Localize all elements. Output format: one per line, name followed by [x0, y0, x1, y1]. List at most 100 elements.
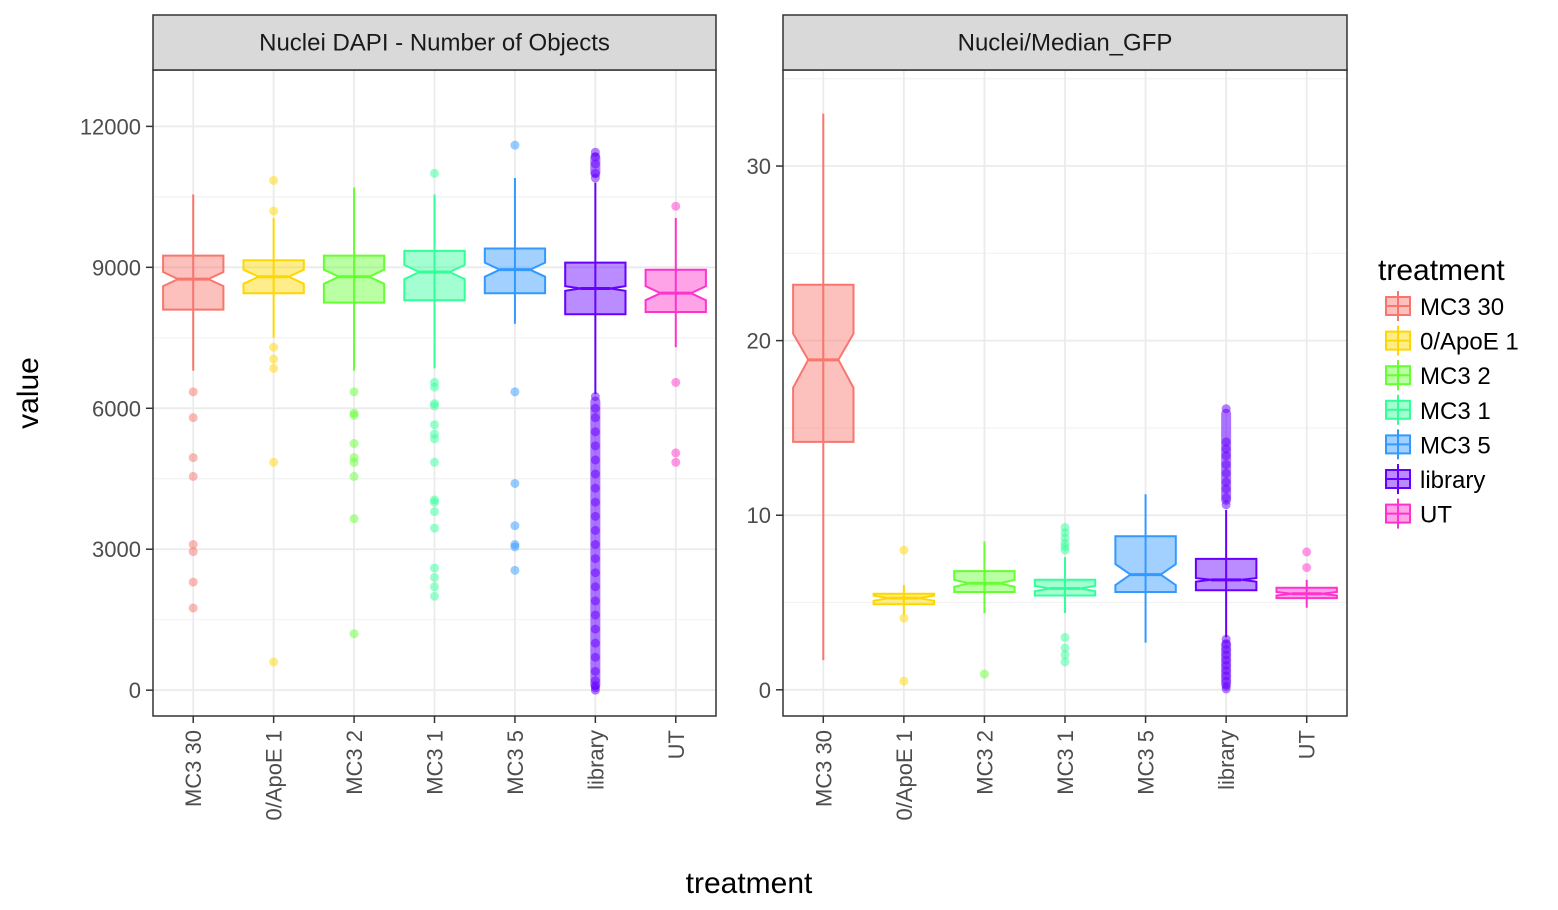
box-ut — [644, 201, 707, 467]
outlier-point — [1060, 657, 1070, 667]
outlier-point — [430, 523, 439, 533]
legend-label: MC3 1 — [1420, 398, 1491, 425]
outlier-point — [1060, 545, 1070, 555]
y-tick-label: 0 — [129, 678, 141, 703]
outlier-point — [979, 669, 989, 679]
outlier-point — [430, 420, 439, 430]
outlier-point — [430, 591, 439, 601]
y-tick-label: 12000 — [80, 114, 141, 139]
legend-label: MC3 2 — [1420, 363, 1491, 390]
box-mc3-2 — [953, 541, 1016, 679]
outlier-band-low — [1221, 639, 1232, 689]
outlier-point — [188, 540, 198, 550]
outlier-point — [510, 140, 520, 150]
outlier-point — [430, 401, 439, 411]
box-mc3-2 — [322, 187, 386, 639]
outlier-point — [510, 542, 520, 552]
notched-box — [162, 254, 225, 311]
outlier-point — [671, 201, 681, 211]
x-tick-label: MC3 2 — [972, 730, 997, 795]
y-tick-label: 30 — [747, 154, 771, 179]
outlier-point — [430, 457, 439, 467]
x-tick-label: MC3 2 — [342, 730, 367, 795]
outlier-point — [269, 657, 279, 667]
outlier-point — [1060, 643, 1070, 653]
box-mc3-5 — [483, 140, 547, 575]
y-tick-label: 9000 — [92, 255, 141, 280]
box-mc3-1 — [403, 168, 466, 601]
outlier-point — [899, 545, 909, 555]
outlier-point — [430, 563, 439, 573]
x-tick-label: 0/ApoE 1 — [262, 730, 287, 821]
y-tick-label: 3000 — [92, 537, 141, 562]
outlier-point — [188, 471, 198, 481]
outlier-point — [671, 448, 681, 458]
outlier-point — [671, 457, 681, 467]
strip-background — [782, 14, 1348, 71]
y-tick-label: 6000 — [92, 396, 141, 421]
outlier-point — [510, 387, 520, 397]
outlier-point — [188, 387, 198, 397]
legend-item: library — [1385, 464, 1485, 494]
outlier-point — [269, 457, 279, 467]
outlier-band-high — [1221, 408, 1232, 505]
outlier-point — [349, 629, 359, 639]
box-mc3-5 — [1114, 494, 1177, 643]
legend-item: MC3 1 — [1385, 394, 1491, 425]
notched-box — [322, 254, 386, 304]
x-tick-label: UT — [1295, 730, 1320, 759]
outlier-point — [430, 572, 439, 582]
outlier-point — [269, 342, 279, 352]
outlier-point — [1060, 632, 1070, 642]
notched-box — [644, 268, 707, 313]
outlier-point — [1060, 650, 1070, 660]
outlier-point — [430, 434, 439, 444]
box-mc3-1 — [1033, 522, 1097, 667]
notched-box — [403, 249, 466, 302]
outlier-band-high — [590, 152, 601, 179]
outlier-point — [269, 175, 279, 185]
outlier-point — [430, 168, 439, 178]
outlier-point — [899, 676, 909, 686]
x-tick-label: MC3 30 — [181, 730, 206, 807]
x-tick-label: MC3 5 — [1134, 730, 1159, 795]
outlier-point — [510, 521, 520, 531]
box-mc3-30 — [162, 194, 225, 613]
outlier-point — [1302, 563, 1312, 573]
legend-item: MC3 2 — [1385, 360, 1491, 391]
outlier-point — [671, 377, 681, 387]
box-ut — [1275, 547, 1338, 608]
panel-title: Nuclei/Median_GFP — [958, 30, 1173, 57]
outlier-point — [188, 453, 198, 463]
outlier-point — [430, 382, 439, 392]
outlier-point — [1302, 547, 1312, 557]
outlier-point — [349, 457, 359, 467]
outlier-point — [269, 363, 279, 373]
outlier-point — [349, 514, 359, 524]
box-0-apoe-1 — [242, 175, 305, 667]
legend-item: MC3 30 — [1385, 291, 1504, 321]
y-tick-label: 0 — [759, 678, 771, 703]
outlier-point — [188, 547, 198, 557]
outlier-point — [349, 439, 359, 449]
legend-label: MC3 5 — [1420, 432, 1491, 459]
outlier-point — [188, 577, 198, 587]
legend: treatment MC3 30 0/ApoE 1 MC3 2 MC3 1 MC3 5 li… — [1378, 254, 1519, 529]
x-tick-label: MC3 1 — [423, 730, 448, 795]
box-0-apoe-1 — [872, 545, 936, 686]
outlier-point — [269, 206, 279, 216]
outlier-point — [430, 497, 439, 507]
notched-box — [792, 283, 855, 443]
outlier-point — [349, 387, 359, 397]
panel-title: Nuclei DAPI - Number of Objects — [259, 30, 610, 57]
x-axis-title: treatment — [686, 867, 813, 900]
outlier-point — [349, 471, 359, 481]
y-tick-label: 20 — [747, 329, 771, 354]
legend-item: 0/ApoE 1 — [1385, 325, 1519, 356]
legend-item: UT — [1385, 498, 1452, 529]
outlier-point — [269, 354, 279, 364]
x-tick-label: MC3 1 — [1053, 730, 1078, 795]
panel-2: Nuclei/Median_GFP 0 10 20 30 MC3 30 0/ApoE 1 MC… — [747, 14, 1348, 821]
legend-item: MC3 5 — [1385, 429, 1491, 460]
